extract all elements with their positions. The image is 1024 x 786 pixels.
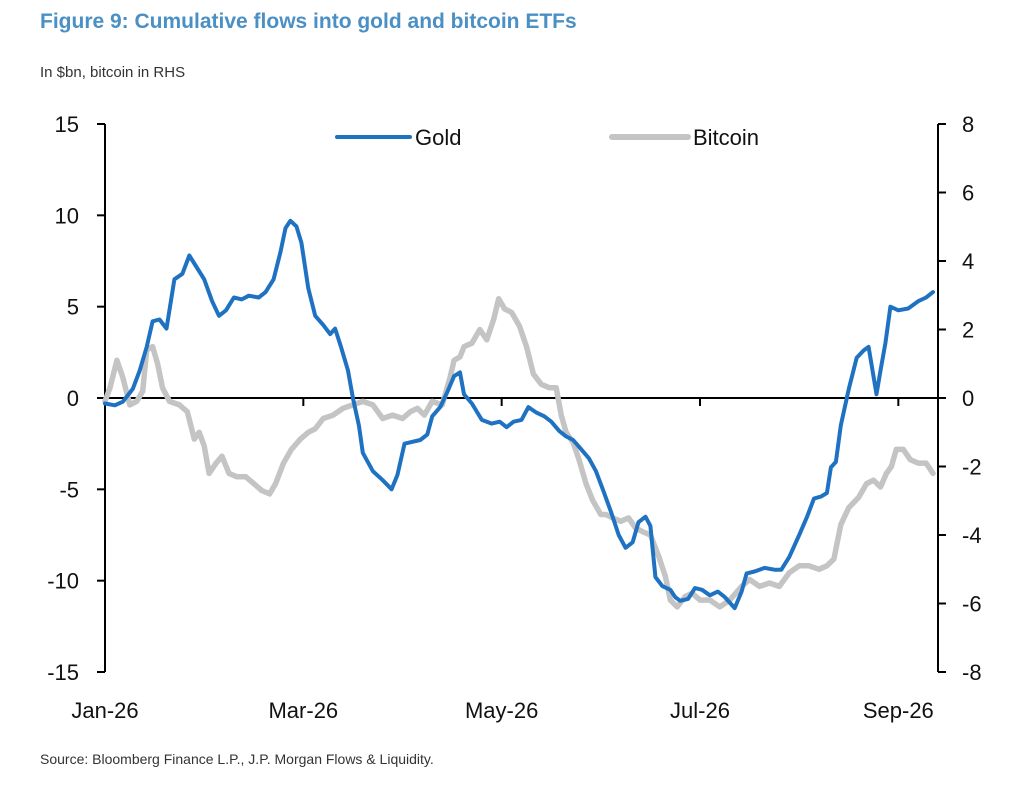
right-tick-label: 6	[962, 181, 974, 206]
right-tick-label: 4	[962, 249, 974, 274]
series-line-gold	[103, 218, 935, 611]
chart-subtitle: In $bn, bitcoin in RHS	[40, 64, 186, 81]
right-tick-label: -4	[962, 523, 982, 548]
right-tick-label: 8	[962, 112, 974, 137]
left-tick-label: 10	[55, 203, 79, 228]
legend-label-gold: Gold	[415, 125, 461, 150]
axes-layer: 15 10 5 0 -5 -10 -15 8 6 4 2 0 -2 -4 -6 -8 Jan-26 Mar-26 M…	[47, 112, 981, 723]
chart-source: Source: Bloomberg Finance L.P., J.P. Mor…	[40, 751, 434, 767]
x-tick-label: Jan-26	[71, 698, 138, 723]
x-tick-label: Mar-26	[268, 698, 338, 723]
chart-title: Figure 9: Cumulative flows into gold and…	[40, 10, 577, 33]
left-tick-label: 5	[67, 295, 79, 320]
legend-label-bitcoin: Bitcoin	[693, 125, 759, 150]
left-tick-label: 15	[55, 112, 79, 137]
right-tick-label: -8	[962, 660, 982, 685]
left-tick-label: -10	[47, 569, 79, 594]
left-tick-label: 0	[67, 386, 79, 411]
right-tick-label: -2	[962, 455, 982, 480]
series-layer	[102, 218, 936, 611]
series-line-bitcoin	[102, 295, 936, 610]
legend: Gold Bitcoin	[335, 125, 759, 150]
left-tick-label: -15	[47, 660, 79, 685]
x-tick-label: Sep-26	[863, 698, 934, 723]
x-tick-label: May-26	[465, 698, 538, 723]
left-tick-label: -5	[59, 477, 79, 502]
right-tick-label: 0	[962, 386, 974, 411]
x-tick-label: Jul-26	[670, 698, 730, 723]
right-tick-label: -6	[962, 592, 982, 617]
right-tick-label: 2	[962, 318, 974, 343]
